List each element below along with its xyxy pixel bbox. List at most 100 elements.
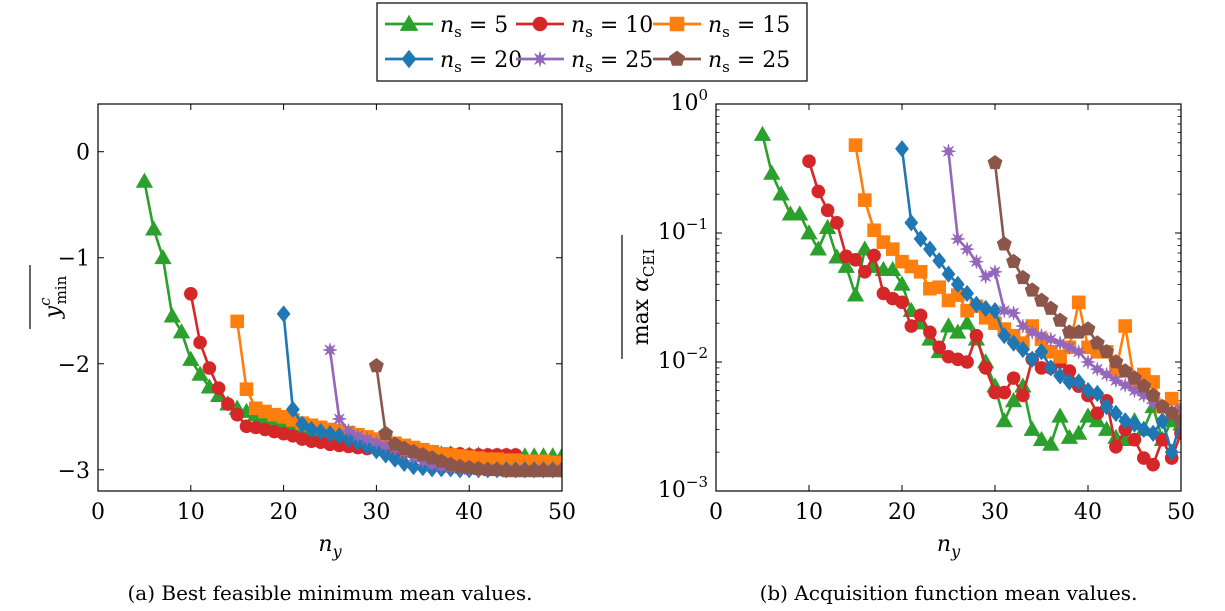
data-point xyxy=(145,220,163,236)
panel-caption: (b) Acquisition function mean values. xyxy=(760,581,1138,605)
x-tick-label: 50 xyxy=(1167,500,1195,525)
data-point xyxy=(1090,406,1105,421)
data-point xyxy=(182,350,200,366)
x-tick-label: 10 xyxy=(795,500,823,525)
data-point xyxy=(532,16,548,32)
data-point xyxy=(1146,424,1160,442)
data-point xyxy=(1154,398,1170,414)
svg-text:ycmin: ycmin xyxy=(36,275,70,319)
legend-entry: ns = 25 xyxy=(516,48,653,76)
data-point xyxy=(1006,334,1021,352)
data-point xyxy=(913,308,928,323)
data-point xyxy=(1184,400,1197,413)
y-tick-label: 100 xyxy=(670,86,708,116)
data-point xyxy=(1090,361,1105,377)
data-point xyxy=(996,236,1012,251)
legend-label: ns = 25 xyxy=(571,48,653,76)
data-point xyxy=(958,314,976,330)
data-point xyxy=(1025,350,1040,368)
x-tick-label: 40 xyxy=(455,500,483,525)
data-point xyxy=(1173,402,1181,417)
data-point xyxy=(154,249,172,265)
x-axis-label: ny xyxy=(937,532,961,561)
data-point xyxy=(893,275,911,291)
data-point xyxy=(323,425,337,443)
data-point xyxy=(230,407,244,422)
data-point xyxy=(1070,424,1088,440)
data-point xyxy=(772,185,790,201)
data-point xyxy=(1043,359,1058,377)
series-1 xyxy=(135,172,562,463)
data-point xyxy=(949,323,967,339)
data-point xyxy=(867,248,881,263)
data-point xyxy=(950,231,966,247)
series-line xyxy=(143,181,562,458)
data-point xyxy=(295,415,310,433)
data-point xyxy=(191,365,209,381)
data-point xyxy=(1071,344,1086,360)
data-point xyxy=(997,327,1012,345)
data-point xyxy=(1099,343,1115,359)
y-tick-label: −1 xyxy=(58,247,90,272)
series-4 xyxy=(895,140,1181,461)
data-point xyxy=(401,49,417,69)
data-point xyxy=(811,184,826,199)
legend-entry: ns = 20 xyxy=(385,48,522,76)
data-point xyxy=(959,241,975,257)
data-point xyxy=(830,215,844,230)
series-3 xyxy=(848,138,1197,417)
data-point xyxy=(1062,373,1077,391)
data-point xyxy=(1032,430,1051,447)
data-point xyxy=(1118,319,1132,333)
data-point xyxy=(1108,354,1124,369)
legend: ns = 5 ns = 10 ns = 15 ns = 20 ns = 25 ns = 2… xyxy=(376,2,808,82)
data-point xyxy=(939,317,958,333)
legend-entry: ns = 5 xyxy=(385,13,508,41)
data-point xyxy=(1043,300,1059,315)
series-1 xyxy=(753,125,1181,451)
data-point xyxy=(941,265,956,283)
x-tick-label: 20 xyxy=(270,500,298,525)
data-point xyxy=(1117,378,1133,393)
data-point xyxy=(399,14,419,31)
data-point xyxy=(885,242,900,256)
data-point xyxy=(313,423,328,441)
data-point xyxy=(988,302,1002,320)
data-point xyxy=(1099,367,1114,382)
data-point xyxy=(753,125,772,141)
data-point xyxy=(978,269,993,284)
y-tick-label: 10−3 xyxy=(658,473,708,503)
data-point xyxy=(1006,253,1022,268)
data-point xyxy=(1127,432,1142,447)
data-point xyxy=(960,355,974,369)
data-point xyxy=(1016,340,1030,359)
data-point xyxy=(1090,384,1105,403)
data-point xyxy=(668,50,686,66)
data-point xyxy=(895,295,909,310)
data-point xyxy=(913,230,928,248)
data-point xyxy=(969,328,984,343)
data-point xyxy=(1015,318,1031,334)
data-point xyxy=(997,303,1012,318)
data-point xyxy=(978,299,993,318)
y-tick-label: 10−1 xyxy=(658,215,708,245)
data-point xyxy=(368,358,384,373)
x-tick-label: 30 xyxy=(981,500,1009,525)
data-point xyxy=(809,240,827,256)
data-point xyxy=(800,224,818,240)
data-point xyxy=(802,154,816,169)
data-point xyxy=(1136,378,1152,393)
data-point xyxy=(1089,335,1105,350)
data-point xyxy=(1071,373,1086,391)
data-point xyxy=(932,252,947,270)
data-point xyxy=(913,265,928,279)
data-point xyxy=(1034,292,1049,307)
data-point xyxy=(1127,415,1142,433)
data-point xyxy=(1042,435,1060,451)
data-point xyxy=(1080,321,1096,336)
data-point xyxy=(969,254,984,269)
data-point xyxy=(995,412,1013,428)
data-point xyxy=(904,319,919,333)
data-point xyxy=(987,264,1003,280)
